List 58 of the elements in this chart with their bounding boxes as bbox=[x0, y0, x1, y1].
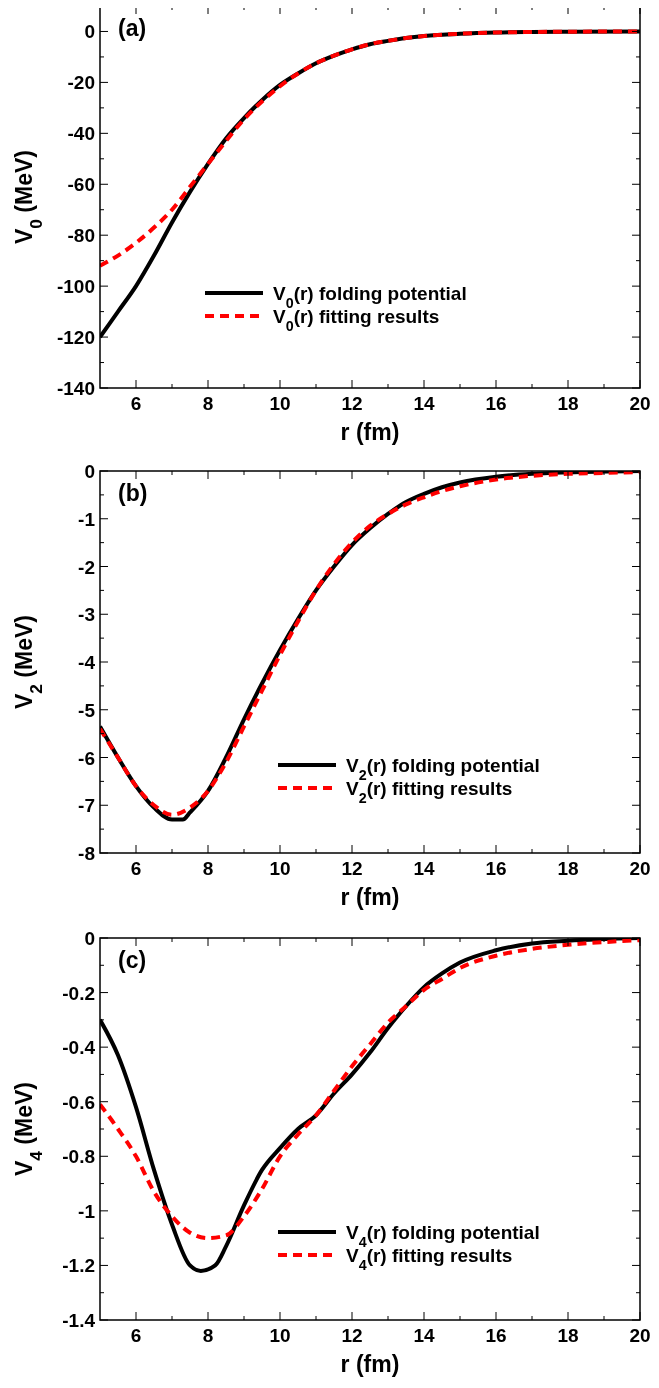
y-tick-label: -100 bbox=[56, 276, 95, 298]
x-tick-label: 8 bbox=[202, 1325, 214, 1346]
legend-label: V$_{2}$(r) folding potential bbox=[346, 755, 540, 783]
x-tick-label: 10 bbox=[269, 858, 291, 879]
x-tick-label: 12 bbox=[341, 1325, 363, 1346]
y-tick-label: -40 bbox=[67, 123, 95, 145]
x-tick-label: 16 bbox=[485, 858, 507, 879]
y-tick-label: -60 bbox=[67, 174, 95, 196]
x-axis-title: r (fm) bbox=[340, 1351, 400, 1377]
y-tick-label: -1 bbox=[78, 1200, 96, 1222]
y-tick-label: -7 bbox=[78, 795, 95, 817]
y-tick-label: -3 bbox=[78, 604, 95, 626]
y-tick-label: -8 bbox=[78, 843, 95, 864]
x-tick-label: 14 bbox=[413, 858, 435, 879]
y-tick-label: -6 bbox=[78, 747, 95, 769]
x-tick-label: 16 bbox=[485, 1325, 507, 1346]
y-tick-label: -0.2 bbox=[62, 982, 95, 1004]
x-tick-label: 14 bbox=[413, 1325, 435, 1346]
x-tick-label: 20 bbox=[629, 1325, 651, 1346]
y-tick-label: 0 bbox=[84, 928, 95, 949]
y-tick-label: 0 bbox=[84, 461, 95, 482]
x-tick-label: 16 bbox=[485, 393, 507, 414]
y-tick-label: -4 bbox=[78, 652, 96, 673]
x-tick-label: 18 bbox=[557, 1325, 579, 1346]
x-axis-title: r (fm) bbox=[340, 419, 400, 445]
x-tick-label: 8 bbox=[202, 393, 214, 414]
annotation: (a) bbox=[118, 15, 147, 41]
x-tick-label: 12 bbox=[341, 393, 363, 414]
legend-label: V$_{0}$(r) folding potential bbox=[273, 283, 467, 311]
x-tick-label: 18 bbox=[557, 393, 579, 414]
y-tick-label: -20 bbox=[67, 72, 95, 94]
y-tick-label: -140 bbox=[56, 378, 95, 399]
x-tick-label: 10 bbox=[269, 393, 291, 414]
x-tick-label: 20 bbox=[629, 858, 651, 879]
x-axis-title: r (fm) bbox=[340, 884, 400, 910]
y-tick-label: -120 bbox=[56, 327, 95, 349]
x-tick-label: 18 bbox=[557, 858, 579, 879]
y-tick-label: -5 bbox=[78, 699, 96, 721]
y-tick-label: -0.4 bbox=[62, 1037, 96, 1059]
y-tick-label: -2 bbox=[78, 556, 95, 578]
x-tick-label: 12 bbox=[341, 858, 363, 879]
y-tick-label: 0 bbox=[84, 21, 95, 43]
annotation: (b) bbox=[118, 480, 148, 506]
y-tick-label: -0.8 bbox=[62, 1146, 95, 1168]
annotation: (c) bbox=[118, 947, 147, 973]
legend-label: V$_{4}$(r) folding potential bbox=[346, 1222, 540, 1250]
x-tick-label: 10 bbox=[269, 1325, 291, 1346]
x-tick-label: 6 bbox=[130, 393, 142, 414]
x-tick-label: 8 bbox=[202, 858, 214, 879]
y-tick-label: -1.4 bbox=[62, 1310, 96, 1331]
y-tick-label: -80 bbox=[67, 225, 95, 247]
x-tick-label: 6 bbox=[130, 858, 142, 879]
y-tick-label: -0.6 bbox=[62, 1091, 95, 1113]
x-tick-label: 14 bbox=[413, 393, 435, 414]
y-tick-label: -1.2 bbox=[62, 1255, 95, 1277]
x-tick-label: 6 bbox=[130, 1325, 142, 1346]
y-tick-label: -1 bbox=[78, 508, 96, 530]
x-tick-label: 20 bbox=[629, 393, 651, 414]
